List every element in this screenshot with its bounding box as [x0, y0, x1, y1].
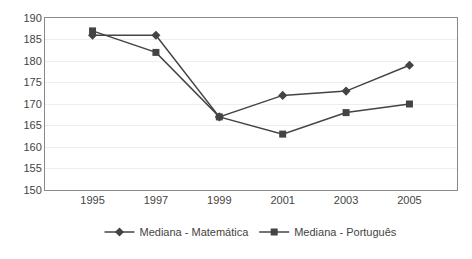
- svg-text:1997: 1997: [144, 194, 168, 206]
- svg-text:175: 175: [23, 76, 41, 88]
- svg-text:155: 155: [23, 162, 41, 174]
- svg-text:1999: 1999: [207, 194, 231, 206]
- svg-text:185: 185: [23, 33, 41, 45]
- svg-text:1995: 1995: [80, 194, 104, 206]
- svg-text:180: 180: [23, 55, 41, 67]
- svg-text:2005: 2005: [397, 194, 421, 206]
- svg-text:Mediana - Matemática: Mediana - Matemática: [140, 226, 250, 238]
- svg-text:Mediana - Português: Mediana - Português: [294, 226, 397, 238]
- svg-text:150: 150: [23, 184, 41, 196]
- svg-text:2001: 2001: [270, 194, 294, 206]
- svg-text:170: 170: [23, 98, 41, 110]
- svg-text:2003: 2003: [334, 194, 358, 206]
- svg-text:165: 165: [23, 119, 41, 131]
- svg-text:190: 190: [23, 12, 41, 24]
- svg-text:160: 160: [23, 141, 41, 153]
